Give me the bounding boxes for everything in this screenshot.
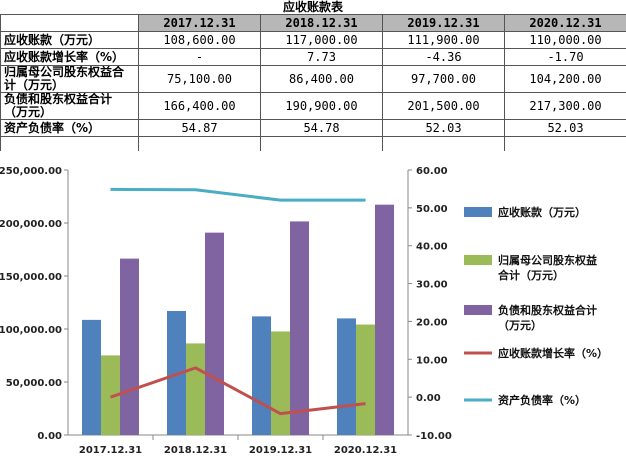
- receivables-table: 2017.12.31 2018.12.31 2019.12.31 2020.12…: [0, 14, 626, 151]
- table-row: 应收账款（万元） 108,600.00 117,000.00 111,900.0…: [0, 31, 626, 49]
- table-cell: 166,400.00: [138, 92, 261, 120]
- table-cell: 52.03: [382, 119, 505, 137]
- table-cell: 108,600.00: [138, 31, 261, 49]
- x-tick-label: 2017.12.31: [79, 445, 142, 456]
- x-tick-label: 2020.12.31: [334, 445, 397, 456]
- right-tick-label: 40.00: [416, 242, 448, 253]
- right-tick-label: 0.00: [416, 393, 441, 404]
- bar: [82, 319, 101, 435]
- right-tick-label: 20.00: [416, 317, 448, 328]
- left-tick-label: 50,000.00: [6, 378, 62, 389]
- combo-chart: 0.00 50,000.00 100,000.00 150,000.00 200,000…: [0, 166, 608, 456]
- table-header-cell: 2018.12.31: [260, 14, 383, 32]
- legend-swatch: [464, 207, 492, 217]
- table-row: 负债和股东权益合计（万元） 166,400.00 190,900.00 201,…: [0, 92, 626, 120]
- bar: [356, 324, 375, 435]
- legend-label: 资产负债率（%）: [498, 393, 586, 407]
- bar: [271, 331, 290, 435]
- table-row: 资产负债率（%） 54.87 54.78 52.03 52.03: [0, 119, 626, 137]
- table-row: 应收账款增长率（%） - 7.73 -4.36 -1.70: [0, 48, 626, 66]
- series-line: [110, 366, 366, 416]
- right-tick-label: 10.00: [416, 355, 448, 366]
- table-cell: -1.70: [504, 48, 626, 66]
- row-label: 归属母公司股东权益合计（万元）: [0, 65, 139, 93]
- row-label: 资产负债率（%）: [0, 119, 139, 137]
- table-cell: 190,900.00: [260, 92, 383, 120]
- table-header-cell: 2017.12.31: [138, 14, 261, 32]
- left-tick-label: 250,000.00: [0, 166, 62, 177]
- bar: [205, 232, 224, 435]
- legend-swatch: [464, 305, 492, 315]
- bar: [120, 258, 139, 435]
- table-cell: 52.03: [504, 119, 626, 137]
- table-spacer-row: [0, 136, 626, 151]
- right-tick-label: 30.00: [416, 280, 448, 291]
- table-cell: 75,100.00: [138, 65, 261, 93]
- table-header-blank: [0, 14, 139, 32]
- table-cell: 7.73: [260, 48, 383, 66]
- table-cell: -: [138, 48, 261, 66]
- legend-label: 应收账款（万元）: [498, 205, 586, 219]
- legend-label: 归属母公司股东权益合计（万元）: [498, 253, 597, 282]
- bar: [186, 343, 205, 435]
- table-title: 应收账款表: [282, 0, 343, 14]
- table-row: 归属母公司股东权益合计（万元） 75,100.00 86,400.00 97,7…: [0, 65, 626, 93]
- table-cell: 111,900.00: [382, 31, 505, 49]
- table-cell: 54.78: [260, 119, 383, 137]
- legend-swatch: [464, 255, 492, 265]
- x-tick-label: 2019.12.31: [249, 445, 312, 456]
- left-tick-label: 0.00: [37, 431, 62, 442]
- table-cell: 117,000.00: [260, 31, 383, 49]
- bar: [375, 204, 394, 435]
- right-tick-label: 50.00: [416, 204, 448, 215]
- left-tick-label: 200,000.00: [0, 219, 62, 230]
- right-tick-label: -10.00: [416, 431, 452, 442]
- right-tick-label: 60.00: [416, 166, 448, 177]
- table-cell: 86,400.00: [260, 65, 383, 93]
- table-header-cell: 2019.12.31: [382, 14, 505, 32]
- bar: [101, 355, 120, 435]
- row-label: 应收账款（万元）: [0, 31, 139, 49]
- row-label: 应收账款增长率（%）: [0, 48, 139, 66]
- table-cell: 104,200.00: [504, 65, 626, 93]
- left-tick-label: 150,000.00: [0, 272, 62, 283]
- table-header-row: 2017.12.31 2018.12.31 2019.12.31 2020.12…: [0, 14, 626, 32]
- series-line: [110, 187, 366, 202]
- table-cell: 97,700.00: [382, 65, 505, 93]
- legend-label: 应收账款增长率（%）: [498, 346, 608, 360]
- table-header-cell: 2020.12.31: [504, 14, 626, 32]
- row-label: 负债和股东权益合计（万元）: [0, 92, 139, 120]
- table-cell: 54.87: [138, 119, 261, 137]
- table-cell: 201,500.00: [382, 92, 505, 120]
- table-cell: 217,300.00: [504, 92, 626, 120]
- bar: [252, 316, 271, 435]
- x-tick-label: 2018.12.31: [164, 445, 227, 456]
- table-cell: 110,000.00: [504, 31, 626, 49]
- table-cell: -4.36: [382, 48, 505, 66]
- bar: [290, 221, 309, 435]
- legend-label: 负债和股东权益合计（万元）: [498, 303, 597, 332]
- left-tick-label: 100,000.00: [0, 325, 62, 336]
- bar: [337, 318, 356, 435]
